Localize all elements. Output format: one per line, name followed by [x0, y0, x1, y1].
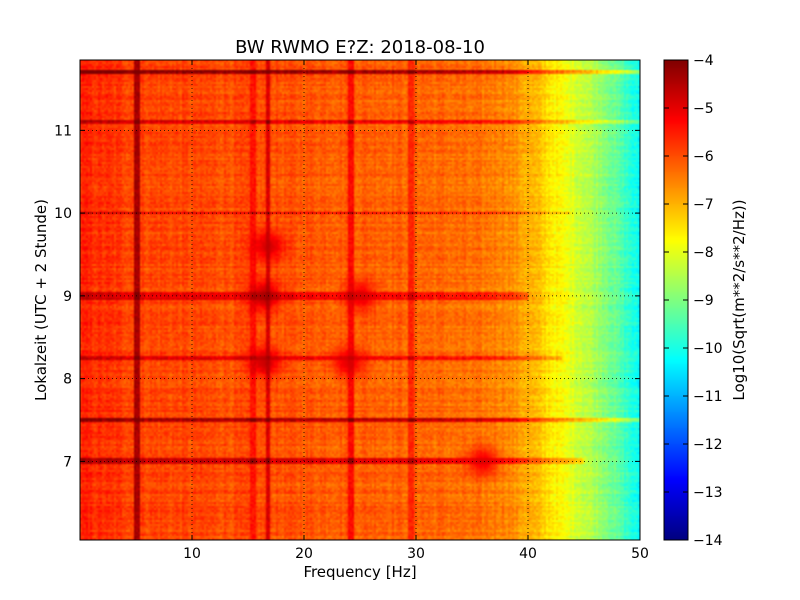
- plot-frame: [79, 59, 641, 541]
- y-axis: 7 8 9 10 11: [54, 123, 640, 470]
- x-axis-label: Frequency [Hz]: [303, 563, 416, 581]
- x-axis: 10 20 30 40 50: [183, 60, 649, 562]
- y-tick-label: 11: [54, 123, 72, 139]
- x-tick-label: 40: [519, 546, 537, 562]
- colorbar-tick-label: −10: [693, 341, 723, 357]
- grid-lines: [80, 60, 640, 540]
- y-tick-label: 7: [63, 454, 72, 470]
- colorbar-tick-label: −14: [693, 533, 723, 549]
- colorbar-tick-label: −7: [693, 197, 714, 213]
- x-tick-label: 30: [407, 546, 425, 562]
- colorbar: −4 −5 −6 −7 −8 −9 −10 −11 −12 −13 −14: [663, 53, 723, 549]
- plot-area: 10 20 30 40 50 7 8 9 10 11: [54, 59, 649, 562]
- colorbar-tick-label: −9: [693, 293, 714, 309]
- x-tick-label: 50: [631, 546, 649, 562]
- colorbar-tick-label: −12: [693, 437, 723, 453]
- y-axis-label: Lokalzeit (UTC + 2 Stunde): [32, 199, 50, 401]
- x-tick-label: 10: [183, 546, 201, 562]
- colorbar-tick-label: −11: [693, 389, 723, 405]
- heatmap-image: [80, 60, 640, 540]
- y-tick-label: 9: [63, 289, 72, 305]
- colorbar-tick-label: −4: [693, 53, 714, 69]
- chart-title: BW RWMO E?Z: 2018-08-10: [235, 37, 485, 58]
- colorbar-tick-label: −13: [693, 485, 723, 501]
- colorbar-label: Log10(Sqrt(m**2/s**2/Hz)): [730, 199, 748, 400]
- colorbar-tick-label: −8: [693, 245, 714, 261]
- colorbar-tick-label: −5: [693, 101, 714, 117]
- y-tick-label: 10: [54, 206, 72, 222]
- x-tick-label: 20: [295, 546, 313, 562]
- colorbar-tick-label: −6: [693, 149, 714, 165]
- y-tick-label: 8: [63, 372, 72, 388]
- colorbar-axis: −4 −5 −6 −7 −8 −9 −10 −11 −12 −13 −14: [664, 53, 723, 549]
